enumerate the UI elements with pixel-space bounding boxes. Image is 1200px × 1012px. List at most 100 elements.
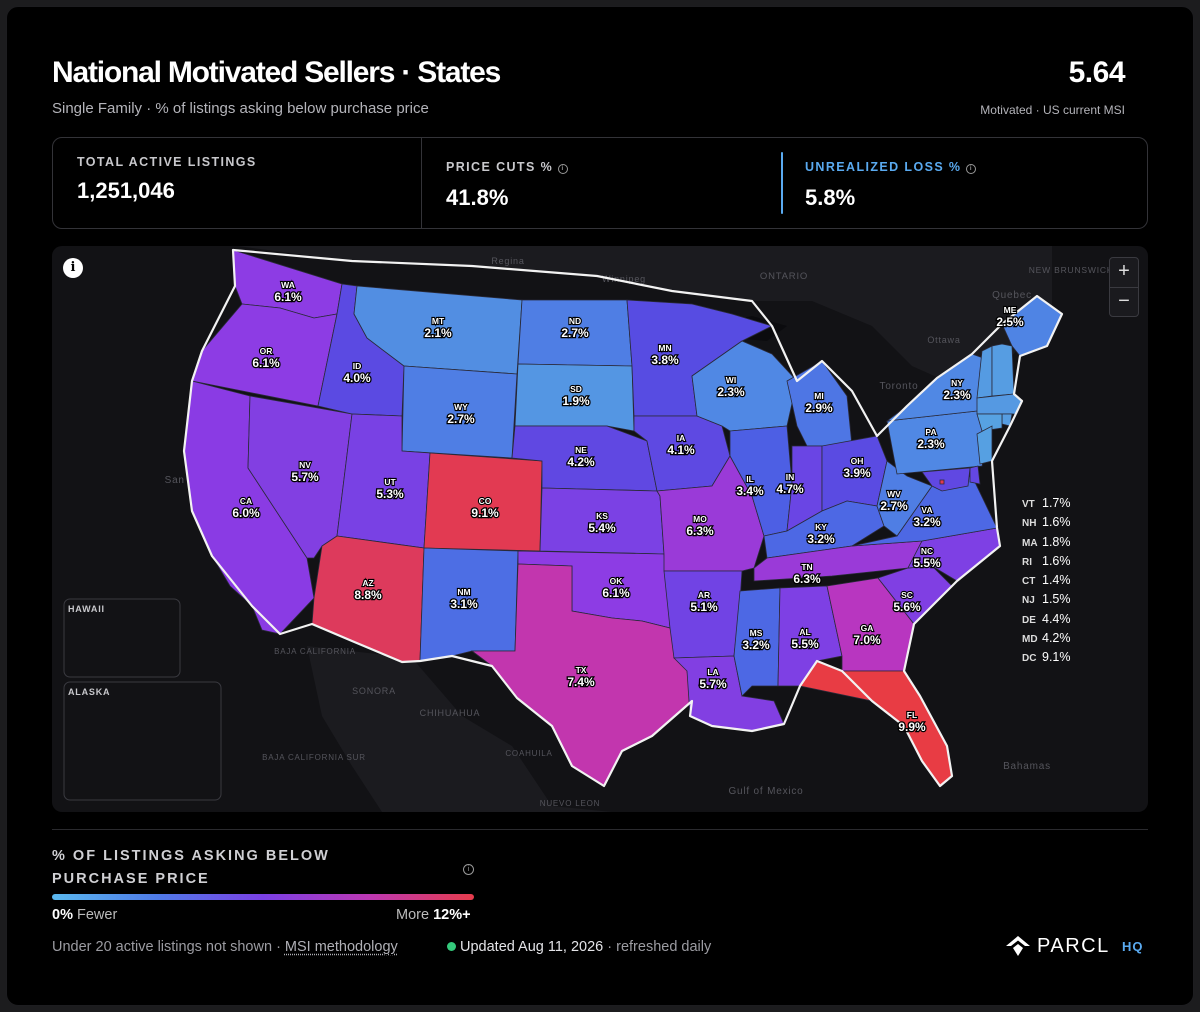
state-value-label: 4.7%	[776, 482, 804, 496]
msi-methodology-link[interactable]: MSI methodology	[284, 939, 398, 955]
state-value-label: 5.3%	[376, 487, 404, 501]
state-ma[interactable]	[976, 393, 1023, 415]
small-state-row[interactable]: NH 1.6%	[1022, 515, 1082, 534]
state-value-label: 2.7%	[447, 412, 475, 426]
state-value-label: 3.2%	[742, 638, 770, 652]
state-value-label: 5.4%	[588, 521, 616, 535]
state-abbr-label: MT	[432, 316, 445, 326]
small-state-value: 4.2%	[1042, 631, 1071, 646]
geo-label: SONORA	[352, 686, 396, 696]
state-abbr-label: TN	[801, 562, 812, 572]
info-icon[interactable]: i	[558, 164, 569, 174]
state-value-label: 6.1%	[274, 290, 302, 304]
selected-indicator	[781, 152, 783, 214]
geo-label: COAHUILA	[505, 749, 552, 758]
geo-label: Bahamas	[1003, 761, 1051, 772]
state-abbr-label: WV	[887, 489, 901, 499]
geo-label: Winnipeg	[602, 274, 646, 284]
zoom-controls: + −	[1109, 257, 1139, 317]
small-state-value: 9.1%	[1042, 650, 1071, 665]
state-abbr-label: NM	[457, 587, 470, 597]
small-state-abbr: CT	[1022, 576, 1036, 588]
state-abbr-label: AZ	[362, 578, 373, 588]
state-value-label: 5.5%	[913, 556, 941, 570]
state-value-label: 3.4%	[736, 484, 764, 498]
stat-total-value: 1,251,046	[77, 178, 175, 203]
state-value-label: 3.9%	[843, 466, 871, 480]
state-sc[interactable]	[877, 565, 953, 625]
state-value-label: 7.0%	[853, 633, 881, 647]
state-dc[interactable]	[939, 479, 945, 485]
state-abbr-label: ME	[1004, 305, 1017, 315]
state-value-label: 9.1%	[471, 506, 499, 520]
divider	[52, 829, 1148, 830]
state-value-label: 3.8%	[651, 353, 679, 367]
state-ct[interactable]	[976, 413, 1003, 432]
state-de[interactable]	[969, 465, 981, 485]
hawaii-inset[interactable]	[63, 598, 181, 678]
state-ar[interactable]	[663, 570, 743, 659]
small-state-row[interactable]: CT 1.4%	[1022, 573, 1082, 592]
state-value-label: 3.1%	[450, 597, 478, 611]
state-abbr-label: KS	[596, 511, 608, 521]
state-value-label: 1.9%	[562, 394, 590, 408]
state-abbr-label: WI	[726, 375, 736, 385]
alaska-inset[interactable]	[63, 681, 222, 801]
map-info-icon[interactable]: i	[63, 258, 83, 278]
small-state-value: 1.6%	[1042, 553, 1071, 568]
legend-title: % OF LISTINGS ASKING BELOW PURCHASE PRIC…	[52, 848, 330, 887]
state-abbr-label: SD	[570, 384, 582, 394]
mexico-land	[307, 646, 612, 812]
small-state-abbr: VT	[1022, 499, 1035, 510]
legend-low-text: Fewer	[77, 907, 118, 923]
state-abbr-label: GA	[861, 623, 874, 633]
small-state-row[interactable]: VT 1.7%	[1022, 496, 1082, 515]
state-sd[interactable]	[514, 363, 635, 432]
states-layer[interactable]	[73, 249, 1063, 787]
small-state-value: 1.5%	[1042, 592, 1071, 607]
state-abbr-label: ND	[569, 316, 581, 326]
small-state-row[interactable]: NJ 1.5%	[1022, 592, 1082, 611]
geo-label: CHIHUAHUA	[420, 708, 481, 718]
small-state-row[interactable]: DC 9.1%	[1022, 650, 1082, 669]
brand-suffix: HQ	[1122, 939, 1144, 954]
state-value-label: 6.0%	[232, 506, 260, 520]
choropleth-map[interactable]: Regina Winnipeg ONTARIO NEW BRUNSWICK Quebec…	[52, 246, 1148, 812]
small-state-abbr: DE	[1022, 614, 1036, 626]
state-md[interactable]	[921, 467, 971, 492]
canada-land	[237, 246, 1052, 386]
state-abbr-label: IL	[746, 474, 754, 484]
small-state-abbr: NH	[1022, 518, 1037, 530]
geo-label: Gulf of Mexico	[728, 786, 803, 797]
geo-label: NUEVO LEON	[540, 799, 600, 808]
state-nh[interactable]	[991, 343, 1015, 397]
state-abbr-label: FL	[907, 710, 917, 720]
state-abbr-label: PA	[925, 427, 936, 437]
info-icon[interactable]: i	[966, 164, 977, 174]
parcl-logo-icon	[1006, 936, 1030, 956]
stat-price-cuts[interactable]: PRICE CUTS % i 41.8%	[421, 138, 782, 228]
small-state-row[interactable]: MD 4.2%	[1022, 631, 1082, 650]
state-abbr-label: IA	[677, 433, 686, 443]
info-icon[interactable]: i	[463, 864, 474, 875]
small-state-row[interactable]: DE 4.4%	[1022, 612, 1082, 631]
state-value-label: 4.1%	[667, 443, 695, 457]
state-abbr-label: UT	[384, 477, 396, 487]
state-value-label: 5.7%	[291, 470, 319, 484]
state-abbr-label: AR	[698, 590, 710, 600]
zoom-in-button[interactable]: +	[1110, 258, 1138, 288]
state-value-label: 6.3%	[793, 572, 821, 586]
state-fl[interactable]	[799, 660, 953, 787]
state-abbr-label: MS	[750, 628, 763, 638]
small-state-row[interactable]: MA 1.8%	[1022, 535, 1082, 554]
state-value-label: 6.1%	[602, 586, 630, 600]
state-value-label: 2.5%	[996, 315, 1024, 329]
small-state-row[interactable]: RI 1.6%	[1022, 554, 1082, 573]
state-abbr-label: CO	[479, 496, 492, 506]
state-value-label: 9.9%	[898, 720, 926, 734]
zoom-out-button[interactable]: −	[1118, 290, 1130, 312]
stat-unrealized-loss[interactable]: UNREALIZED LOSS % i 5.8%	[781, 138, 1147, 228]
geo-label: Quebec	[992, 290, 1032, 301]
map-canvas[interactable]: Regina Winnipeg ONTARIO NEW BRUNSWICK Quebec…	[52, 246, 1148, 812]
small-state-abbr: MD	[1022, 634, 1038, 646]
